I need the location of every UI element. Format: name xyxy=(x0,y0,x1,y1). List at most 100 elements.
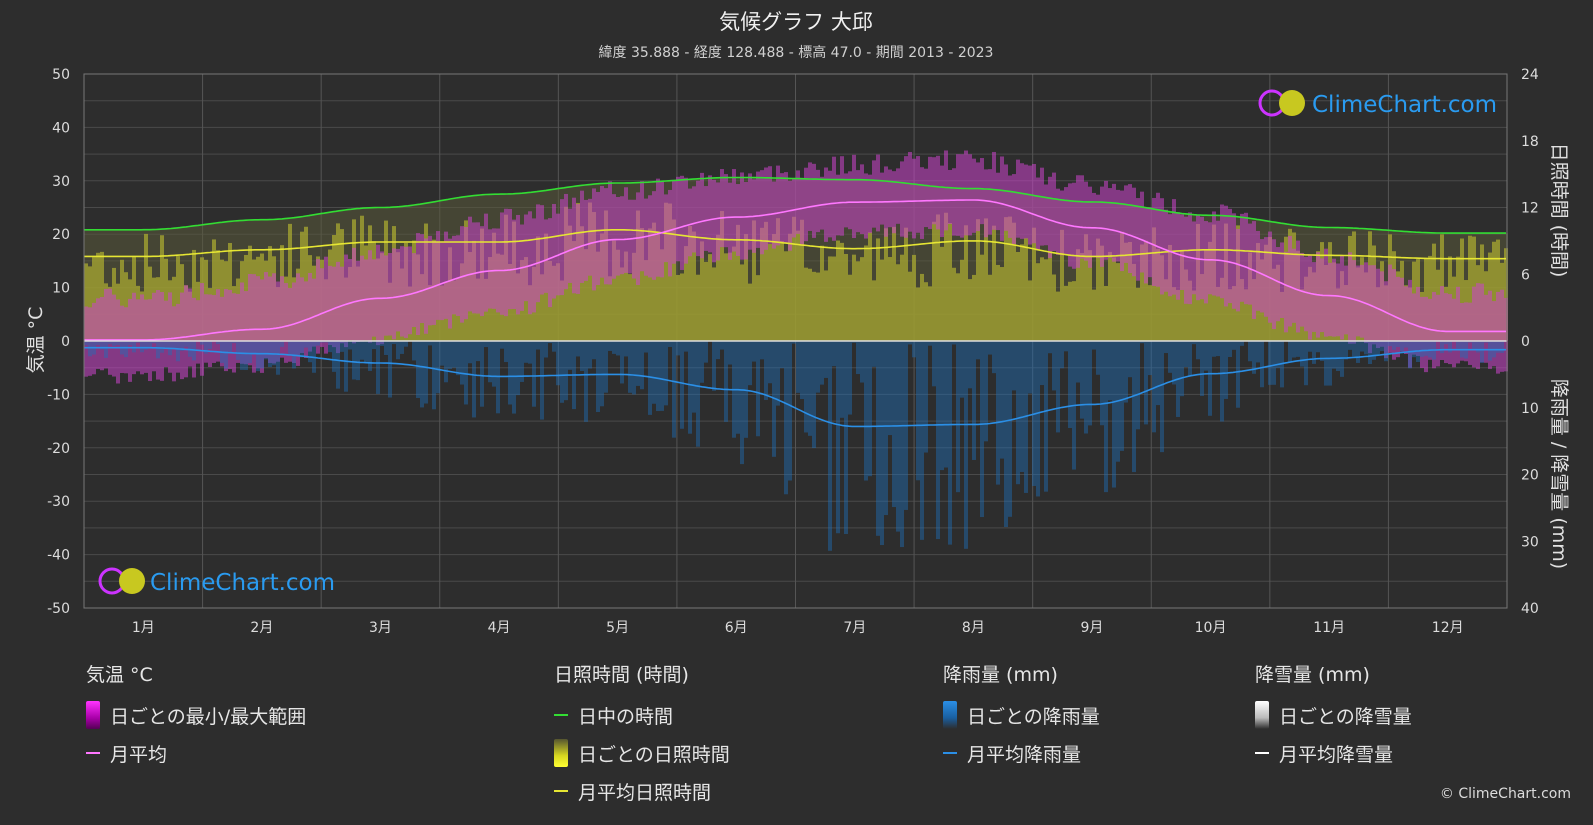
rain-bar xyxy=(736,341,740,434)
temp-range-bar xyxy=(680,175,684,270)
sunshine-bar xyxy=(736,224,740,341)
rain-bar xyxy=(676,341,680,356)
rain-bar xyxy=(308,341,312,363)
temp-range-bar xyxy=(136,299,140,372)
rain-bar xyxy=(116,341,120,346)
sunshine-bar xyxy=(712,267,716,341)
temp-range-bar xyxy=(1016,159,1020,238)
rain-bar xyxy=(548,341,552,344)
sunshine-bar xyxy=(768,243,772,341)
rain-bar xyxy=(1132,341,1136,473)
rain-bar xyxy=(372,341,376,350)
temp-range-bar xyxy=(1220,204,1224,299)
temp-range-bar xyxy=(1232,213,1236,309)
rain-bar xyxy=(972,341,976,460)
temp-range-bar xyxy=(956,154,960,236)
rain-bar xyxy=(976,341,980,360)
temp-range-bar xyxy=(860,164,864,235)
sunshine-bar xyxy=(1216,286,1220,341)
rain-bar xyxy=(808,341,812,436)
temp-range-bar xyxy=(344,254,348,348)
sunshine-bar xyxy=(632,252,636,341)
rain-bar xyxy=(348,341,352,350)
temp-range-bar xyxy=(1256,230,1260,311)
rain-bar xyxy=(512,341,516,414)
rain-bar xyxy=(1100,341,1104,426)
rain-bar xyxy=(388,341,392,398)
sunshine-bar xyxy=(716,234,720,341)
legend-title-temperature: 気温 °C xyxy=(86,664,153,686)
rain-bar xyxy=(968,341,972,389)
rain-bar xyxy=(816,341,820,393)
temp-range-bar xyxy=(396,248,400,332)
rain-bar xyxy=(672,341,676,438)
sunshine-bar xyxy=(1068,281,1072,341)
temp-range-bar xyxy=(400,246,404,337)
sunshine-bar xyxy=(1468,235,1472,341)
temp-range-bar xyxy=(740,172,744,260)
rain-bar xyxy=(796,341,800,393)
rain-bar xyxy=(884,341,888,516)
daylight-line xyxy=(84,176,1506,234)
rain-bar xyxy=(1268,341,1272,385)
rain-bar xyxy=(848,341,852,415)
left-tick-label: -40 xyxy=(47,548,70,564)
rain-bar xyxy=(880,341,884,546)
sunshine-bar xyxy=(1052,274,1056,341)
right-tick-label-hours: 24 xyxy=(1521,67,1539,83)
sunshine-bar xyxy=(916,287,920,341)
temp-range-bar xyxy=(620,196,624,275)
sunshine-bar xyxy=(540,274,544,341)
daylight-bar xyxy=(988,189,992,341)
sunshine-bar xyxy=(984,218,988,341)
sunshine-bar xyxy=(972,274,976,341)
temp-range-bar xyxy=(1448,294,1452,365)
temp-range-bar xyxy=(348,258,352,341)
temp-range-bar xyxy=(216,289,220,362)
temp-range-bar xyxy=(944,150,948,231)
rain-bar xyxy=(1352,341,1356,357)
temp-range-bar xyxy=(1484,294,1488,363)
legend-item-temp-avg: 月平均 xyxy=(86,734,306,772)
daylight-bar xyxy=(184,226,188,341)
left-tick-label: 20 xyxy=(52,227,70,243)
sunshine-bar xyxy=(1200,274,1204,341)
sunshine-bar xyxy=(988,274,992,341)
temp-range-bar xyxy=(180,292,184,380)
temp-range-swatch xyxy=(86,701,100,729)
sunshine-bar xyxy=(552,265,556,341)
daylight-bar xyxy=(916,184,920,341)
rain-bar xyxy=(1316,341,1320,353)
temp-range-bar xyxy=(492,228,496,309)
temp-range-bar xyxy=(764,167,768,250)
rain-swatch xyxy=(943,701,957,729)
temp-range-bar xyxy=(836,174,840,236)
rain-bar xyxy=(520,341,524,382)
sunshine-bar xyxy=(788,233,792,341)
rain-bar xyxy=(612,341,616,354)
rain-bar xyxy=(1344,341,1348,360)
rain-bar xyxy=(224,341,228,369)
sunshine-bar xyxy=(820,245,824,341)
left-tick-label: 50 xyxy=(52,67,70,83)
rain-bar xyxy=(500,341,504,349)
temp-range-bar xyxy=(200,283,204,376)
sunshine-bar xyxy=(1016,251,1020,341)
rain-avg-swatch xyxy=(943,752,957,754)
temp-range-bar xyxy=(108,288,112,375)
rain-bar xyxy=(624,341,628,357)
sunshine-bar xyxy=(1088,250,1092,341)
temp-range-bar xyxy=(460,226,464,323)
rain-bar xyxy=(768,341,772,384)
temp-range-bar xyxy=(1332,258,1336,337)
rain-bar xyxy=(380,341,384,346)
rain-bar xyxy=(328,341,332,353)
sunshine-bar xyxy=(968,279,972,341)
temp-range-bar xyxy=(552,203,556,299)
sunshine-bar xyxy=(1116,263,1120,341)
rain-bar xyxy=(856,341,860,375)
left-tick-label: 40 xyxy=(52,120,70,136)
rain-bar xyxy=(984,341,988,442)
rain-bar xyxy=(1304,341,1308,386)
